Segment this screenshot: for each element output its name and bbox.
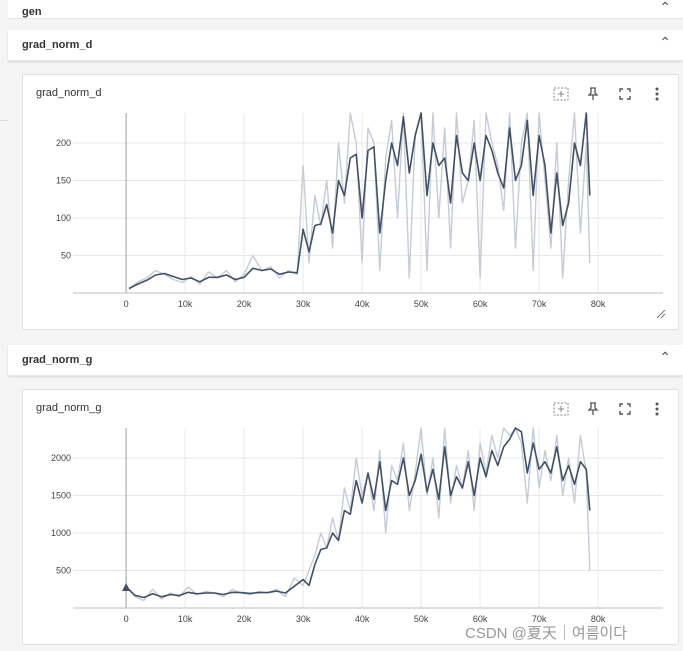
chart-grad-norm-g[interactable]: 0 10k 20k 30k 40k 50k 60k 70k 80k 500 1000 1500 2000 xyxy=(23,418,678,643)
y-tick-label: 1000 xyxy=(51,528,71,538)
x-tick-label: 0 xyxy=(124,299,129,309)
divider xyxy=(0,120,8,121)
watermark: CSDN @夏天｜여름이다 xyxy=(465,625,628,642)
series-line-smoothed xyxy=(125,427,591,599)
x-tick-label: 30k xyxy=(296,299,311,309)
x-tick-label: 70k xyxy=(532,614,547,624)
section-header-gen[interactable]: gen ⌃ xyxy=(8,0,683,19)
x-tick-label: 10k xyxy=(178,614,193,624)
x-tick-label: 40k xyxy=(355,614,370,624)
section-header-grad-norm-g[interactable]: grad_norm_g ⌃ xyxy=(8,345,683,376)
x-tick-label: 20k xyxy=(237,299,252,309)
chevron-up-icon[interactable]: ⌃ xyxy=(659,0,671,15)
section-title-grad-norm-g: grad_norm_g xyxy=(22,354,93,366)
fit-domain-icon[interactable] xyxy=(552,400,570,418)
more-vert-icon[interactable] xyxy=(648,85,666,103)
x-tick-label: 30k xyxy=(296,614,311,624)
x-tick-label: 60k xyxy=(473,614,488,624)
pin-icon[interactable] xyxy=(584,400,602,418)
pin-icon[interactable] xyxy=(584,85,602,103)
chart-card-grad-norm-d: grad_norm_d 0 10k 20k 30k 40k 50k 60k 70k 80k 50 1… xyxy=(22,74,679,330)
x-tick-label: 0 xyxy=(124,614,129,624)
start-marker xyxy=(122,583,131,591)
more-vert-icon[interactable] xyxy=(648,400,666,418)
chart-title: grad_norm_g xyxy=(36,402,102,414)
section-header-grad-norm-d[interactable]: grad_norm_d ⌃ xyxy=(8,30,683,61)
x-tick-label: 80k xyxy=(591,299,606,309)
x-tick-label: 80k xyxy=(591,614,606,624)
x-tick-label: 20k xyxy=(237,614,252,624)
section-title-grad-norm-d: grad_norm_d xyxy=(22,39,93,51)
y-tick-label: 50 xyxy=(61,251,71,261)
x-tick-label: 50k xyxy=(414,299,429,309)
section-title-gen: gen xyxy=(22,6,42,18)
chevron-up-icon[interactable]: ⌃ xyxy=(659,349,671,365)
series-line-raw xyxy=(125,427,591,602)
y-tick-label: 1500 xyxy=(51,491,71,501)
chevron-up-icon[interactable]: ⌃ xyxy=(659,34,671,50)
y-tick-label: 2000 xyxy=(51,453,71,463)
chart-card-grad-norm-g: grad_norm_g 0 10k 20k 30k 40k 50k 60k 70k 80k 500… xyxy=(22,389,679,645)
resize-corner-icon[interactable] xyxy=(656,309,666,319)
x-tick-label: 10k xyxy=(178,299,193,309)
fullscreen-icon[interactable] xyxy=(616,400,634,418)
y-tick-label: 150 xyxy=(56,176,71,186)
chart-grad-norm-d[interactable]: 0 10k 20k 30k 40k 50k 60k 70k 80k 50 100 150 200 xyxy=(23,103,678,328)
fit-domain-icon[interactable] xyxy=(552,85,570,103)
y-tick-label: 100 xyxy=(56,213,71,223)
fullscreen-icon[interactable] xyxy=(616,85,634,103)
series-line-raw xyxy=(128,112,591,290)
x-tick-label: 70k xyxy=(532,299,547,309)
y-tick-label: 500 xyxy=(56,566,71,576)
x-tick-label: 60k xyxy=(473,299,488,309)
x-tick-label: 50k xyxy=(414,614,429,624)
chart-title: grad_norm_d xyxy=(36,87,102,99)
y-tick-label: 200 xyxy=(56,138,71,148)
x-tick-label: 40k xyxy=(355,299,370,309)
series-line-smoothed xyxy=(128,112,591,290)
